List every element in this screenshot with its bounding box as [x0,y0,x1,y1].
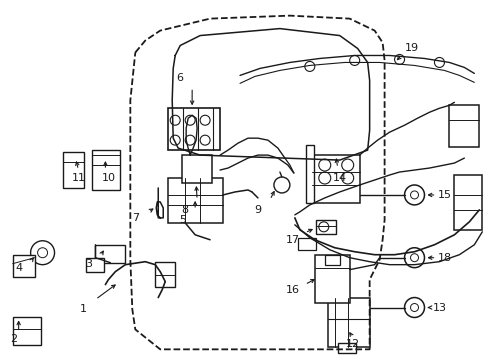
Bar [168,178,223,223]
Text: 14: 14 [332,173,346,183]
Bar [86,258,104,272]
Circle shape [31,241,55,265]
Text: 8: 8 [181,205,188,215]
Bar [62,152,84,188]
Text: 7: 7 [131,213,139,223]
Circle shape [170,115,180,125]
Circle shape [341,172,353,184]
Bar [155,262,175,287]
Circle shape [433,58,444,67]
Text: 6: 6 [176,73,183,84]
Text: 17: 17 [285,235,299,245]
Circle shape [404,248,424,268]
Circle shape [273,177,289,193]
Circle shape [349,55,359,66]
Bar [453,175,481,230]
Text: 5: 5 [179,215,186,225]
Text: 2: 2 [10,334,17,345]
Circle shape [410,191,418,199]
Bar [314,255,349,302]
Text: 10: 10 [101,173,115,183]
Bar [13,318,41,345]
Circle shape [318,159,330,171]
Text: 11: 11 [71,173,85,183]
Bar [92,150,120,190]
Text: 12: 12 [345,339,359,349]
Circle shape [185,135,195,145]
Bar [315,220,335,234]
Circle shape [185,115,195,125]
Circle shape [404,185,424,205]
Bar [13,255,35,276]
Text: 15: 15 [437,190,450,200]
Circle shape [318,172,330,184]
Bar [337,343,355,353]
Circle shape [404,298,424,318]
Text: 1: 1 [80,305,87,315]
Bar [305,145,313,203]
Circle shape [170,135,180,145]
Bar [311,155,359,203]
Bar [95,245,125,263]
Text: 16: 16 [285,284,299,294]
Bar [168,108,220,150]
Bar [327,298,369,347]
Text: 13: 13 [431,302,446,312]
Circle shape [394,54,404,64]
Bar [297,238,315,250]
Text: 3: 3 [85,259,92,269]
Circle shape [410,303,418,311]
Bar [448,105,478,147]
Circle shape [200,115,210,125]
Bar [182,155,212,183]
Circle shape [38,248,47,258]
Text: 19: 19 [404,42,418,53]
Circle shape [200,135,210,145]
Bar [324,255,339,265]
Text: 18: 18 [436,253,450,263]
Text: 4: 4 [15,263,22,273]
Circle shape [341,159,353,171]
Text: 9: 9 [254,205,261,215]
Circle shape [318,222,328,232]
Circle shape [410,254,418,262]
Circle shape [304,62,314,71]
